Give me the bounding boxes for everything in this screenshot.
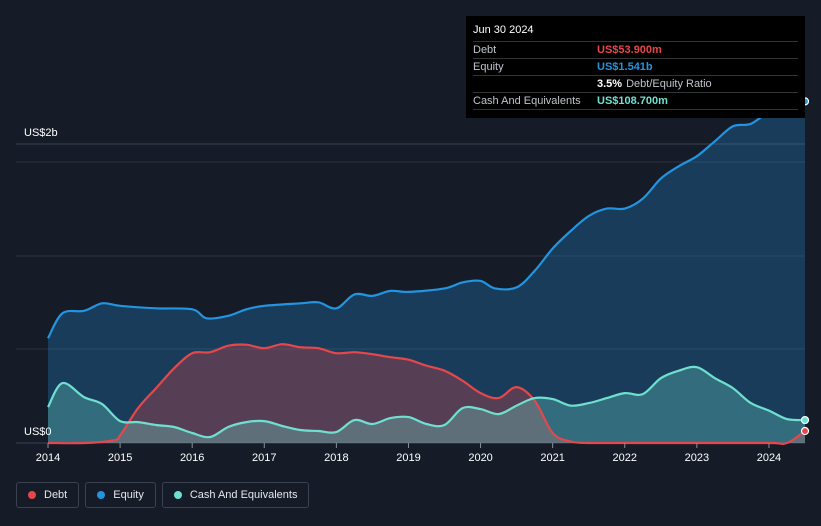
tooltip-ratio-spacer: [473, 76, 597, 92]
tooltip-date: Jun 30 2024: [473, 22, 798, 42]
tooltip-debt-value: US$53.900m: [597, 44, 662, 56]
x-axis: 2014 2015 2016 2017 2018 2019 2020 2021 2022 2023…: [36, 443, 781, 464]
x-tick-label-2023: 2023: [685, 452, 709, 464]
tooltip-cash-label: Cash And Equivalents: [473, 95, 581, 107]
x-tick-label-2019: 2019: [396, 452, 420, 464]
tooltip-ratio-value: 3.5%: [597, 78, 623, 90]
line-equity: [47, 99, 806, 339]
legend-cash-label: Cash And Equivalents: [189, 489, 298, 501]
area-debt: [48, 344, 805, 444]
tooltip-equity-label: Equity: [473, 61, 504, 73]
line-debt: [47, 343, 806, 445]
chart-legend: Debt Equity Cash And Equivalents: [16, 482, 310, 508]
y-axis-bottom-label: US$0: [24, 426, 52, 438]
area-equity: [48, 100, 805, 443]
cash-dot-icon: [173, 491, 182, 499]
tooltip-cash-row: Cash And Equivalents US$108.700m: [473, 93, 798, 110]
tooltip-equity-row: Equity US$1.541b: [473, 59, 798, 76]
gridlines: [16, 143, 805, 444]
x-tick-label-2014: 2014: [36, 452, 60, 464]
x-tick-label-2021: 2021: [540, 452, 564, 464]
legend-item-equity[interactable]: Equity: [85, 482, 156, 508]
debt-dot-icon: [28, 491, 36, 499]
x-tick-label-2017: 2017: [252, 452, 276, 464]
endpoint-debt: [800, 426, 810, 436]
y-axis-top-label: US$2b: [24, 127, 58, 139]
equity-dot-icon: [97, 491, 106, 499]
legend-equity-label: Equity: [113, 489, 144, 501]
x-tick-label-2024: 2024: [757, 452, 781, 464]
tooltip-cash-value: US$108.700m: [597, 95, 668, 107]
tooltip-ratio-row: 3.5% Debt/Equity Ratio: [473, 76, 798, 93]
tooltip-equity-value: US$1.541b: [597, 61, 653, 73]
x-tick-label-2018: 2018: [324, 452, 348, 464]
legend-debt-label: Debt: [44, 489, 68, 501]
legend-item-debt[interactable]: Debt: [16, 482, 80, 508]
series-lines: [47, 97, 810, 445]
endpoint-cash: [800, 415, 810, 425]
x-tick-label-2022: 2022: [613, 452, 637, 464]
legend-item-cash[interactable]: Cash And Equivalents: [161, 482, 310, 508]
x-tick-label-2016: 2016: [180, 452, 204, 464]
tooltip-ratio-label: Debt/Equity Ratio: [626, 78, 712, 90]
tooltip-panel: Jun 30 2024 Debt US$53.900m Equity US$1.…: [466, 16, 805, 118]
tooltip-debt-label: Debt: [473, 44, 497, 56]
x-tick-label-2020: 2020: [468, 452, 492, 464]
series-areas: [48, 100, 805, 444]
line-cash: [47, 365, 806, 439]
tooltip-debt-row: Debt US$53.900m: [473, 42, 798, 59]
x-tick-label-2015: 2015: [108, 452, 132, 464]
